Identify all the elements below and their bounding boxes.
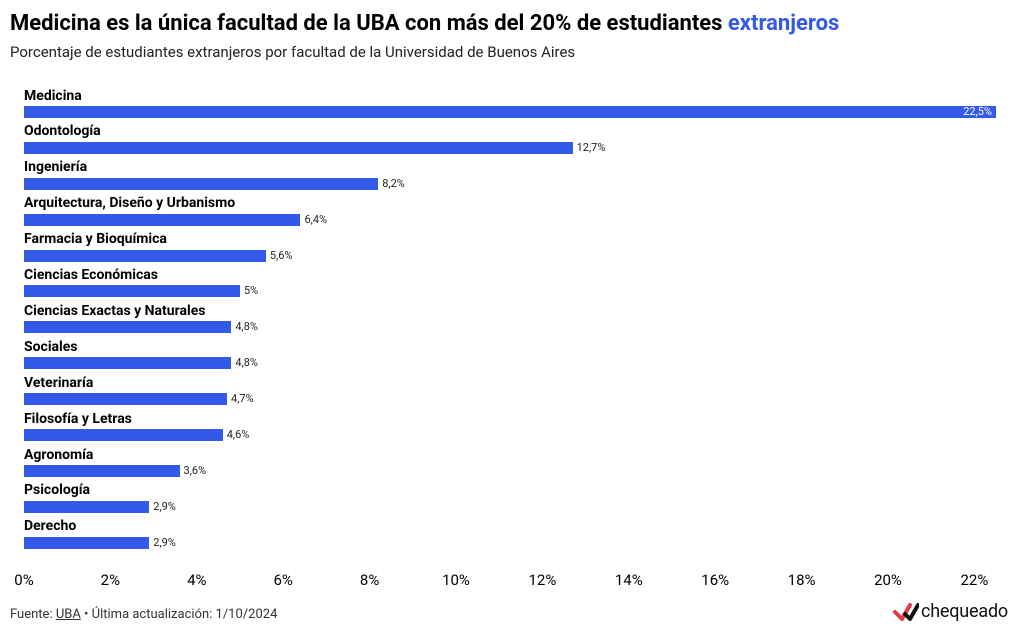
x-axis-tick: 14% xyxy=(615,571,643,589)
footer-prefix: Fuente: xyxy=(10,607,56,622)
bar: 4,8% xyxy=(24,357,231,369)
x-axis-tick: 18% xyxy=(788,571,816,589)
bar-category-label: Sociales xyxy=(24,340,996,357)
bar: 4,8% xyxy=(24,321,231,333)
bar-wrap: 22,5% xyxy=(24,106,996,118)
bar: 8,2% xyxy=(24,178,378,190)
bar-row: Agronomía3,6% xyxy=(24,448,996,484)
bar-category-label: Farmacia y Bioquímica xyxy=(24,232,996,249)
bar-wrap: 3,6% xyxy=(24,465,996,477)
bar-value-label: 4,8% xyxy=(235,356,258,369)
chart-title-highlight: extranjeros xyxy=(728,11,839,36)
bar-row: Psicología2,9% xyxy=(24,483,996,519)
x-axis-tick: 16% xyxy=(701,571,729,589)
x-axis-tick: 12% xyxy=(528,571,556,589)
bar-value-label: 4,6% xyxy=(227,428,250,441)
chart-area: Medicina22,5%Odontología12,7%Ingeniería8… xyxy=(10,81,1010,556)
bar-value-label: 12,7% xyxy=(577,141,606,154)
chart-x-axis: 0%2%4%6%8%10%12%14%16%18%20%22% xyxy=(24,571,996,591)
bar-wrap: 12,7% xyxy=(24,142,996,154)
bar: 6,4% xyxy=(24,214,300,226)
bar-category-label: Ingeniería xyxy=(24,160,996,177)
bar-wrap: 2,9% xyxy=(24,501,996,513)
bar-value-label: 4,8% xyxy=(235,320,258,333)
bar-row: Ciencias Exactas y Naturales4,8% xyxy=(24,304,996,340)
bar: 2,9% xyxy=(24,501,149,513)
footer-suffix: • Última actualización: 1/10/2024 xyxy=(81,607,278,622)
bar-value-label: 2,9% xyxy=(153,536,176,549)
x-axis-tick: 22% xyxy=(960,571,988,589)
bar: 2,9% xyxy=(24,537,149,549)
chart-title: Medicina es la única facultad de la UBA … xyxy=(10,10,1010,39)
checkmark-icon xyxy=(893,602,919,622)
bar: 5,6% xyxy=(24,250,266,262)
chart-plot: Medicina22,5%Odontología12,7%Ingeniería8… xyxy=(24,89,996,556)
bar-wrap: 8,2% xyxy=(24,178,996,190)
bar-wrap: 4,6% xyxy=(24,429,996,441)
bar-row: Derecho2,9% xyxy=(24,519,996,555)
bar-wrap: 5,6% xyxy=(24,250,996,262)
bar-row: Ingeniería8,2% xyxy=(24,160,996,196)
bar-wrap: 6,4% xyxy=(24,214,996,226)
chart-footer: Fuente: UBA • Última actualización: 1/10… xyxy=(10,607,277,622)
bar-wrap: 5% xyxy=(24,285,996,297)
bar-wrap: 4,7% xyxy=(24,393,996,405)
x-axis-tick: 6% xyxy=(273,571,292,589)
bar-category-label: Veterinaría xyxy=(24,376,996,393)
bar-row: Farmacia y Bioquímica5,6% xyxy=(24,232,996,268)
bar-row: Filosofía y Letras4,6% xyxy=(24,412,996,448)
x-axis-tick: 8% xyxy=(360,571,379,589)
x-axis-tick: 2% xyxy=(101,571,120,589)
bar-value-label: 22,5% xyxy=(963,105,992,118)
x-axis-tick: 4% xyxy=(187,571,206,589)
bar-category-label: Ciencias Exactas y Naturales xyxy=(24,304,996,321)
chart-title-main: Medicina es la única facultad de la UBA … xyxy=(10,11,728,36)
bar-value-label: 2,9% xyxy=(153,500,176,513)
bar-category-label: Arquitectura, Diseño y Urbanismo xyxy=(24,196,996,213)
bar-row: Medicina22,5% xyxy=(24,89,996,125)
bar: 4,7% xyxy=(24,393,227,405)
bar-row: Sociales4,8% xyxy=(24,340,996,376)
bar-row: Odontología12,7% xyxy=(24,124,996,160)
bar: 22,5% xyxy=(24,106,996,118)
bar-category-label: Derecho xyxy=(24,519,996,536)
bar-wrap: 2,9% xyxy=(24,537,996,549)
footer-source-link[interactable]: UBA xyxy=(56,607,81,622)
bar-category-label: Ciencias Económicas xyxy=(24,268,996,285)
bar-value-label: 5,6% xyxy=(270,249,293,262)
bar: 4,6% xyxy=(24,429,223,441)
bar-row: Arquitectura, Diseño y Urbanismo6,4% xyxy=(24,196,996,232)
bar: 12,7% xyxy=(24,142,573,154)
brand-logo: chequeado xyxy=(893,601,1008,622)
x-axis-tick: 20% xyxy=(874,571,902,589)
chart-container: Medicina es la única facultad de la UBA … xyxy=(0,0,1020,636)
x-axis-tick: 10% xyxy=(442,571,470,589)
chart-subtitle: Porcentaje de estudiantes extranjeros po… xyxy=(10,43,1010,61)
bar-value-label: 3,6% xyxy=(184,464,207,477)
bar-value-label: 8,2% xyxy=(382,177,405,190)
bar-wrap: 4,8% xyxy=(24,321,996,333)
bar-value-label: 4,7% xyxy=(231,392,254,405)
bar-category-label: Filosofía y Letras xyxy=(24,412,996,429)
x-axis-tick: 0% xyxy=(14,571,33,589)
bar-value-label: 5% xyxy=(244,284,258,297)
bar: 5% xyxy=(24,285,240,297)
bar: 3,6% xyxy=(24,465,180,477)
bar-row: Ciencias Económicas5% xyxy=(24,268,996,304)
bar-category-label: Psicología xyxy=(24,483,996,500)
bar-row: Veterinaría4,7% xyxy=(24,376,996,412)
bar-wrap: 4,8% xyxy=(24,357,996,369)
bar-category-label: Odontología xyxy=(24,124,996,141)
bar-value-label: 6,4% xyxy=(304,213,327,226)
bar-category-label: Medicina xyxy=(24,89,996,106)
bar-category-label: Agronomía xyxy=(24,448,996,465)
brand-logo-text: chequeado xyxy=(921,601,1008,622)
